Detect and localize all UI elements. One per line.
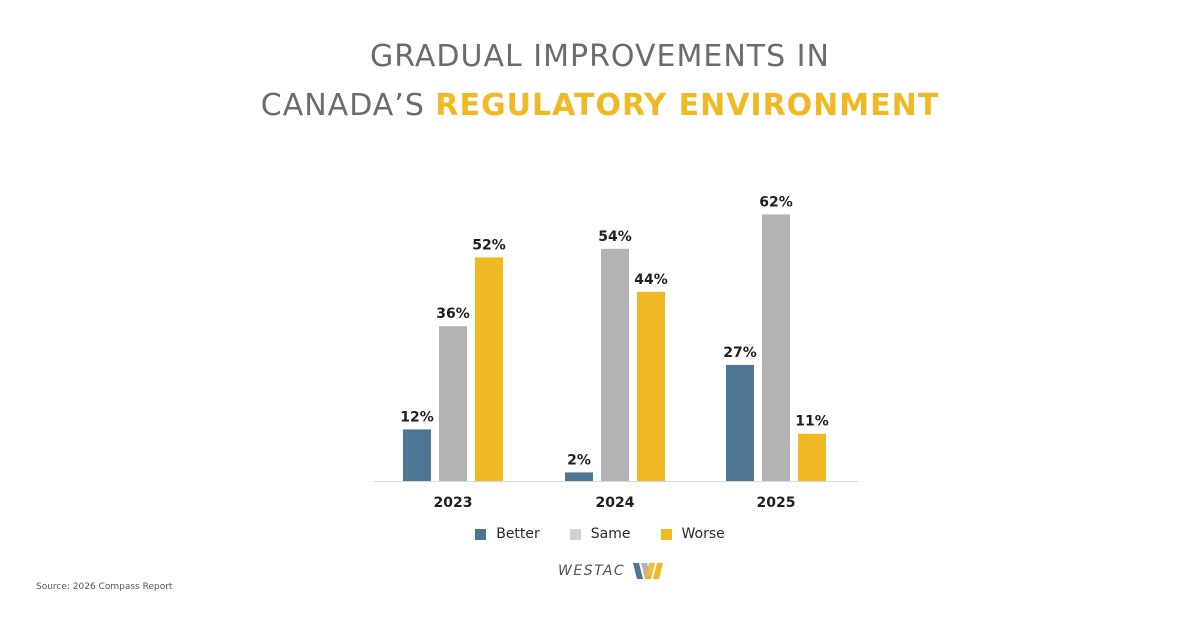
data-label-better-2024: 2% bbox=[567, 452, 591, 468]
data-label-same-2024: 54% bbox=[598, 229, 632, 245]
legend-label-better: Better bbox=[496, 526, 540, 542]
x-tick-label-2023: 2023 bbox=[434, 495, 473, 511]
bar-better-2023 bbox=[403, 429, 431, 481]
data-label-worse-2023: 52% bbox=[472, 237, 506, 253]
data-label-better-2023: 12% bbox=[400, 409, 434, 425]
legend-label-same: Same bbox=[590, 526, 631, 542]
x-tick-label-2025: 2025 bbox=[757, 495, 796, 511]
bar-better-2024 bbox=[565, 472, 593, 481]
bar-same-2025 bbox=[762, 214, 790, 481]
legend-label-worse: Worse bbox=[681, 526, 725, 542]
title-line-2-plain: CANADA’S bbox=[260, 88, 436, 123]
bar-same-2024 bbox=[601, 248, 629, 481]
data-label-same-2025: 62% bbox=[759, 194, 793, 210]
data-label-worse-2024: 44% bbox=[634, 272, 668, 288]
bar-worse-2023 bbox=[475, 257, 503, 481]
legend-swatch-same bbox=[569, 528, 581, 540]
data-label-better-2025: 27% bbox=[723, 345, 757, 361]
title-line-1: GRADUAL IMPROVEMENTS IN bbox=[370, 39, 830, 74]
bar-better-2025 bbox=[726, 364, 754, 481]
logo-text: WESTAC bbox=[558, 563, 626, 579]
legend-item-same: Same bbox=[569, 526, 631, 542]
legend-swatch-worse bbox=[660, 528, 672, 540]
source-note: Source: 2026 Compass Report bbox=[36, 582, 173, 592]
westac-logo-mark-icon bbox=[633, 563, 664, 579]
chart-title: GRADUAL IMPROVEMENTS IN CANADA’S REGULAT… bbox=[0, 32, 1200, 130]
westac-logo: WESTAC bbox=[558, 563, 664, 579]
legend-item-better: Better bbox=[475, 526, 540, 542]
title-line-2-accent: REGULATORY ENVIRONMENT bbox=[435, 88, 940, 123]
bar-worse-2024 bbox=[637, 291, 665, 481]
data-label-same-2023: 36% bbox=[436, 306, 470, 322]
legend: Better Same Worse bbox=[0, 526, 1200, 542]
data-label-worse-2025: 11% bbox=[795, 414, 829, 430]
legend-swatch-better bbox=[475, 528, 487, 540]
title-line-2: CANADA’S REGULATORY ENVIRONMENT bbox=[0, 81, 1200, 130]
bar-worse-2025 bbox=[798, 433, 826, 481]
bar-same-2023 bbox=[439, 326, 467, 481]
x-tick-label-2024: 2024 bbox=[596, 495, 635, 511]
legend-item-worse: Worse bbox=[660, 526, 725, 542]
